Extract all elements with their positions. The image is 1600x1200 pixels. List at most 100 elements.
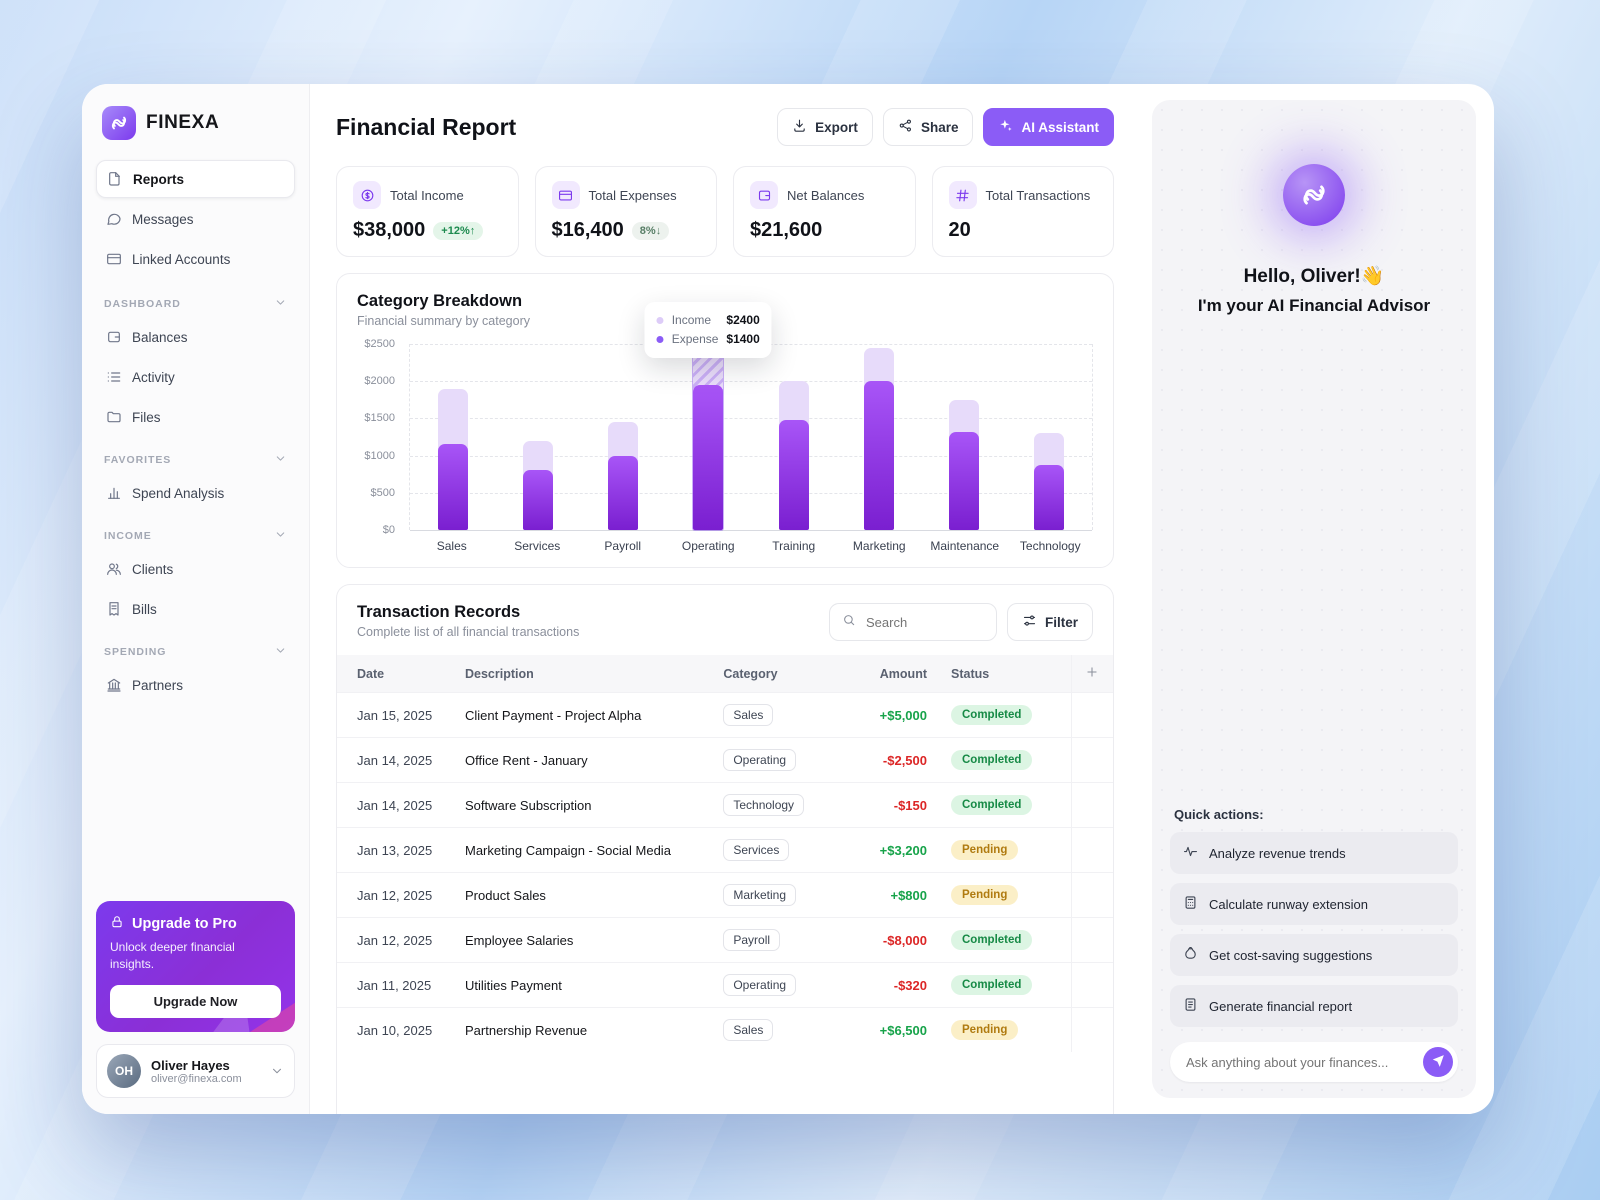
- transactions-title: Transaction Records: [357, 603, 521, 621]
- cell-amount: -$320: [829, 962, 939, 1008]
- chevron-down-icon: [274, 296, 287, 312]
- sidebar-item-balances[interactable]: Balances: [96, 318, 295, 356]
- chat-icon: [106, 211, 122, 227]
- hash-icon: [948, 181, 977, 209]
- quick-action-calculate-runway-extension[interactable]: Calculate runway extension: [1170, 883, 1458, 925]
- table-row[interactable]: Jan 15, 2025 Client Payment - Project Alp…: [337, 692, 1113, 738]
- bar-payroll[interactable]: [581, 344, 666, 530]
- share-icon: [898, 118, 913, 136]
- search-input[interactable]: [863, 613, 984, 631]
- sidebar-item-label: Linked Accounts: [132, 251, 231, 267]
- x-label-sales: Sales: [436, 539, 467, 553]
- bar-marketing[interactable]: [836, 344, 921, 530]
- stat-value: 20: [948, 219, 971, 241]
- table-row[interactable]: Jan 10, 2025 Partnership Revenue Sales +$6,…: [337, 1007, 1113, 1052]
- sidebar-section-header-income[interactable]: INCOME: [104, 528, 287, 544]
- sidebar-item-spend-analysis[interactable]: Spend Analysis: [96, 474, 295, 512]
- sidebar-item-partners[interactable]: Partners: [96, 666, 295, 704]
- column-header-description[interactable]: Description: [453, 655, 712, 693]
- user-card[interactable]: OH Oliver Hayes oliver@finexa.com: [96, 1044, 295, 1098]
- category-pill: Services: [723, 839, 790, 861]
- column-header-category[interactable]: Category: [711, 655, 829, 693]
- report-icon: [1183, 997, 1198, 1015]
- share-button[interactable]: Share: [882, 108, 974, 146]
- table-row[interactable]: Jan 13, 2025 Marketing Campaign - Social …: [337, 827, 1113, 873]
- x-axis-labels: Sales Services Payroll Operating Training Mar…: [409, 539, 1093, 553]
- table-row[interactable]: Jan 12, 2025 Product Sales Marketing +$800 P…: [337, 872, 1113, 918]
- sidebar-section-header-dashboard[interactable]: DASHBOARD: [104, 296, 287, 312]
- sidebar-section-header-spending[interactable]: SPENDING: [104, 644, 287, 660]
- category-pill: Operating: [723, 749, 797, 771]
- expense-bar: [778, 419, 809, 530]
- upgrade-card: Upgrade to Pro Unlock deeper financial i…: [96, 901, 295, 1032]
- wallet-icon: [106, 329, 122, 345]
- add-column-button[interactable]: [1070, 655, 1113, 693]
- y-tick: $2000: [364, 375, 395, 388]
- sidebar-item-activity[interactable]: Activity: [96, 358, 295, 396]
- sidebar-item-label: Files: [132, 409, 161, 425]
- search-box[interactable]: [828, 603, 997, 641]
- dollar-icon: [353, 181, 381, 209]
- bar-training[interactable]: [751, 344, 836, 530]
- upgrade-now-button[interactable]: Upgrade Now: [110, 985, 281, 1018]
- table-row[interactable]: Jan 14, 2025 Software Subscription Technol…: [337, 782, 1113, 828]
- bar-technology[interactable]: [1007, 344, 1092, 530]
- send-button[interactable]: [1423, 1047, 1453, 1077]
- sidebar-section-spending: SPENDING Partners: [96, 644, 295, 704]
- sidebar-item-reports[interactable]: Reports: [96, 160, 295, 198]
- column-header-status[interactable]: Status: [939, 655, 1071, 693]
- gridline: [410, 530, 1092, 531]
- category-pill: Marketing: [723, 884, 797, 906]
- expense-bar: [437, 444, 468, 530]
- cell-date: Jan 12, 2025: [337, 872, 453, 918]
- plus-icon: [1085, 667, 1099, 682]
- stats-row: Total Income $38,000 +12%↑ Total Expenses $1…: [336, 166, 1114, 257]
- sidebar-sections: DASHBOARD Balances Activity Files FAVORITES S…: [96, 280, 295, 706]
- category-pill: Payroll: [723, 929, 781, 951]
- y-tick: $1000: [364, 449, 395, 462]
- sidebar-item-bills[interactable]: Bills: [96, 590, 295, 628]
- status-badge: Completed: [951, 930, 1033, 950]
- sidebar-item-files[interactable]: Files: [96, 398, 295, 436]
- ai-assistant-button[interactable]: AI Assistant: [983, 108, 1114, 146]
- quick-action-get-cost-saving-suggestions[interactable]: Get cost-saving suggestions: [1170, 934, 1458, 976]
- sidebar-item-label: Messages: [132, 211, 194, 227]
- filter-button[interactable]: Filter: [1006, 603, 1093, 641]
- bar-operating[interactable]: [666, 342, 751, 530]
- table-row[interactable]: Jan 14, 2025 Office Rent - January Operati…: [337, 737, 1113, 783]
- y-axis: $2500 $2000 $1500 $1000 $500 $0: [357, 338, 403, 536]
- bar-sales[interactable]: [410, 344, 495, 530]
- chevron-down-icon: [274, 528, 287, 544]
- expense-bar: [863, 381, 894, 530]
- ai-subgreeting: I'm your AI Financial Advisor: [1197, 296, 1431, 315]
- stat-badge: 8%↓: [631, 221, 670, 240]
- app-window: FINEXA Reports Messages Linked Accounts DA…: [82, 84, 1494, 1114]
- expense-bar: [522, 470, 553, 530]
- status-badge: Completed: [951, 795, 1033, 815]
- cell-date: Jan 12, 2025: [337, 917, 453, 963]
- user-name: Oliver Hayes: [151, 1057, 230, 1073]
- export-button[interactable]: Export: [777, 108, 873, 146]
- quick-action-generate-financial-report[interactable]: Generate financial report: [1170, 985, 1458, 1027]
- brand: FINEXA: [96, 106, 295, 160]
- quick-action-analyze-revenue-trends[interactable]: Analyze revenue trends: [1170, 832, 1458, 874]
- bar-maintenance[interactable]: [922, 344, 1007, 530]
- bar-services[interactable]: [495, 344, 580, 530]
- sidebar-section-header-favorites[interactable]: FAVORITES: [104, 452, 287, 468]
- ai-chat-input[interactable]: [1184, 1053, 1415, 1071]
- sidebar-section-favorites: FAVORITES Spend Analysis: [96, 452, 295, 512]
- sidebar-item-messages[interactable]: Messages: [96, 200, 295, 238]
- column-header-amount[interactable]: Amount: [829, 655, 939, 693]
- sidebar-item-label: Spend Analysis: [132, 485, 225, 501]
- sidebar-item-clients[interactable]: Clients: [96, 550, 295, 588]
- table-row[interactable]: Jan 11, 2025 Utilities Payment Operating -$…: [337, 962, 1113, 1008]
- x-label-services: Services: [514, 539, 561, 553]
- cell-date: Jan 11, 2025: [337, 962, 453, 1008]
- expense-bar: [693, 384, 724, 530]
- chevron-down-icon: [274, 452, 287, 468]
- table-row[interactable]: Jan 12, 2025 Employee Salaries Payroll -$8,…: [337, 917, 1113, 963]
- sidebar-item-linked-accounts[interactable]: Linked Accounts: [96, 240, 295, 278]
- column-header-date[interactable]: Date: [337, 655, 453, 693]
- status-badge: Completed: [951, 705, 1033, 725]
- sidebar-nav: Reports Messages Linked Accounts: [96, 160, 295, 280]
